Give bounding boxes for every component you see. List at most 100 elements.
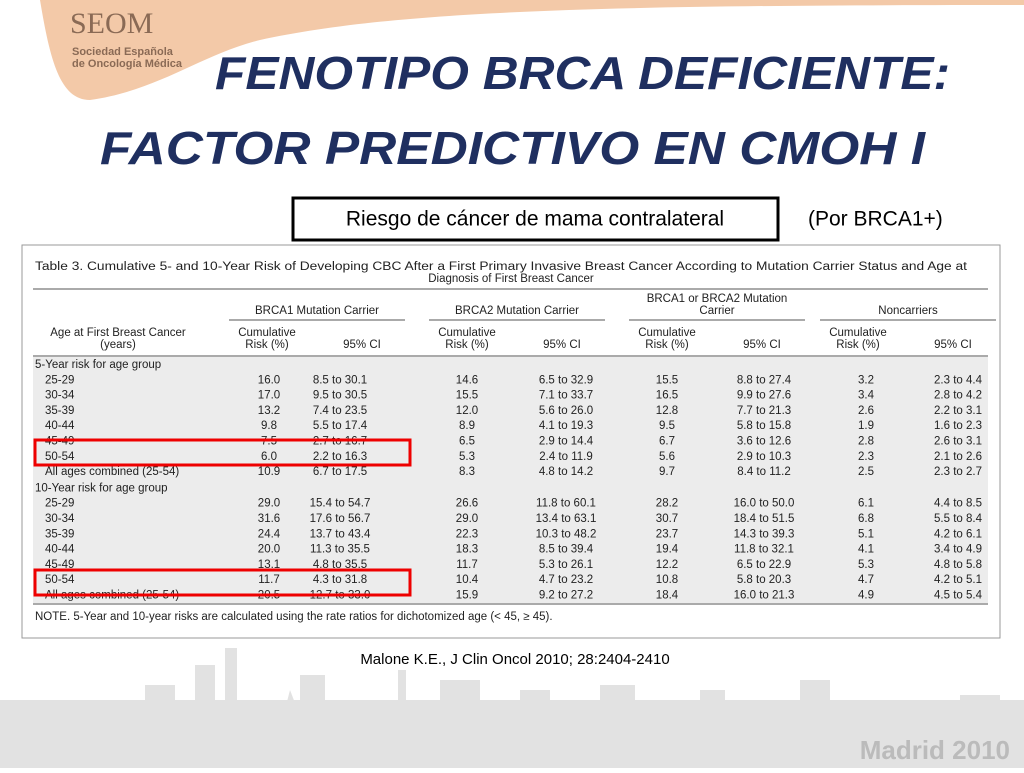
citation: Malone K.E., J Clin Oncol 2010; 28:2404-… xyxy=(360,651,669,668)
cell: Noncarriers xyxy=(878,305,938,317)
cell: 6.7 to 17.5 xyxy=(313,466,367,478)
cell: 9.2 to 27.2 xyxy=(539,590,593,602)
cell: 8.4 to 11.2 xyxy=(737,466,791,478)
cell: 18.4 to 51.5 xyxy=(734,513,795,525)
cell: BRCA2 Mutation Carrier xyxy=(455,305,579,317)
cell: 8.8 to 27.4 xyxy=(737,374,792,386)
cell: 17.0 xyxy=(258,390,280,402)
cell: 29.0 xyxy=(258,498,280,510)
cell: 95% CI xyxy=(934,339,972,351)
cell: 4.7 xyxy=(858,574,874,586)
cell: 17.6 to 56.7 xyxy=(310,513,371,525)
cell: 6.1 xyxy=(858,498,874,510)
cell: 14.6 xyxy=(456,374,478,386)
cell: 45-49 xyxy=(45,436,74,448)
cell: 19.4 xyxy=(656,544,679,556)
cell: 4.1 to 19.3 xyxy=(539,420,593,432)
cell: 11.3 to 35.5 xyxy=(310,544,370,556)
highlight-box xyxy=(33,568,412,597)
cell: 5.3 xyxy=(858,559,874,571)
cell: 11.8 to 32.1 xyxy=(734,544,794,556)
cell: 5.6 xyxy=(659,451,675,463)
logo-text: de Oncología Médica xyxy=(72,58,183,70)
cell: 4.8 to 35.5 xyxy=(313,559,367,571)
cell: 1.9 xyxy=(858,420,874,432)
cell: 14.3 to 39.3 xyxy=(734,528,795,540)
cell: 95% CI xyxy=(543,339,581,351)
cell: 4.2 to 5.1 xyxy=(934,574,982,586)
cell: 9.8 xyxy=(261,420,277,432)
cell: 2.4 to 11.9 xyxy=(539,451,593,463)
cell: 15.5 xyxy=(656,374,678,386)
cell: 11.8 to 60.1 xyxy=(536,498,596,510)
cell: 30.7 xyxy=(656,513,678,525)
cell: 2.8 xyxy=(858,436,874,448)
cell: 2.9 to 10.3 xyxy=(737,451,791,463)
title: FACTOR PREDICTIVO EN CMOH I xyxy=(100,122,926,174)
cell: 50-54 xyxy=(45,451,75,463)
skyline xyxy=(0,648,1024,768)
cell: 6.7 xyxy=(659,436,675,448)
cell: 5.5 to 17.4 xyxy=(313,420,368,432)
cell: 2.9 to 14.4 xyxy=(539,436,594,448)
cell: 9.5 xyxy=(659,420,675,432)
logo-name: SEOM xyxy=(70,7,153,40)
cell: 10.9 xyxy=(258,466,280,478)
table: Table 3. Cumulative 5- and 10-Year Risk … xyxy=(33,261,996,623)
footer: Madrid 2010 xyxy=(860,735,1010,765)
cell: 95% CI xyxy=(743,339,781,351)
cell: 8.9 xyxy=(459,420,475,432)
cell: 29.0 xyxy=(456,513,478,525)
cell: 10.4 xyxy=(456,574,479,586)
cell: Cumulative xyxy=(438,327,496,339)
cell: Cumulative xyxy=(829,327,887,339)
cell: 26.6 xyxy=(456,498,478,510)
cell: 15.9 xyxy=(456,590,478,602)
cell: 4.4 to 8.5 xyxy=(934,498,982,510)
cell: 6.8 xyxy=(858,513,874,525)
cell: 7.1 to 33.7 xyxy=(539,390,593,402)
cell: 15.5 xyxy=(456,390,478,402)
cell: 35-39 xyxy=(45,405,74,417)
cell: 2.2 to 3.1 xyxy=(934,405,982,417)
cell: 7.5 xyxy=(261,436,277,448)
cell: 2.6 to 3.1 xyxy=(934,436,982,448)
cell: 3.4 xyxy=(858,390,875,402)
cell: 2.5 xyxy=(858,466,874,478)
cell: Risk (%) xyxy=(445,339,489,351)
cell: 18.3 xyxy=(456,544,478,556)
cell: 6.5 xyxy=(459,436,475,448)
cell: Diagnosis of First Breast Cancer xyxy=(428,273,594,285)
cell: 5.3 to 26.1 xyxy=(539,559,593,571)
title: FENOTIPO BRCA DEFICIENTE: xyxy=(215,47,950,99)
cell: 23.7 xyxy=(656,528,678,540)
logo-band xyxy=(0,0,1024,100)
cell: 13.7 to 43.4 xyxy=(310,528,371,540)
cell: 11.7 xyxy=(456,559,478,571)
cell: 5.5 to 8.4 xyxy=(934,513,983,525)
cell: 4.9 xyxy=(858,590,874,602)
cell: 10.8 xyxy=(656,574,678,586)
highlight-box xyxy=(33,438,412,467)
cell: 2.3 xyxy=(858,451,874,463)
cell: 5-Year risk for age group xyxy=(35,359,161,371)
cell: 16.5 xyxy=(656,390,678,402)
row-shade xyxy=(33,357,988,480)
cell: 3.6 to 12.6 xyxy=(737,436,791,448)
cell: 8.3 xyxy=(459,466,475,478)
cell: 2.8 to 4.2 xyxy=(934,390,982,402)
cell: 2.3 to 2.7 xyxy=(934,466,982,478)
cell: 12.0 xyxy=(456,405,478,417)
cell: 16.0 xyxy=(258,374,280,386)
cell: 3.2 xyxy=(858,374,874,386)
cell: Cumulative xyxy=(238,327,296,339)
cell: 4.1 xyxy=(858,544,874,556)
cell: Risk (%) xyxy=(836,339,880,351)
cell: Age at First Breast Cancer xyxy=(50,327,186,339)
cell: 10.3 to 48.2 xyxy=(536,528,597,540)
cell: 35-39 xyxy=(45,528,74,540)
cell: 13.2 xyxy=(258,405,280,417)
cell: Table 3. Cumulative 5- and 10-Year Risk … xyxy=(35,261,968,273)
cell: 2.2 to 16.3 xyxy=(313,451,367,463)
cell: 25-29 xyxy=(45,374,74,386)
